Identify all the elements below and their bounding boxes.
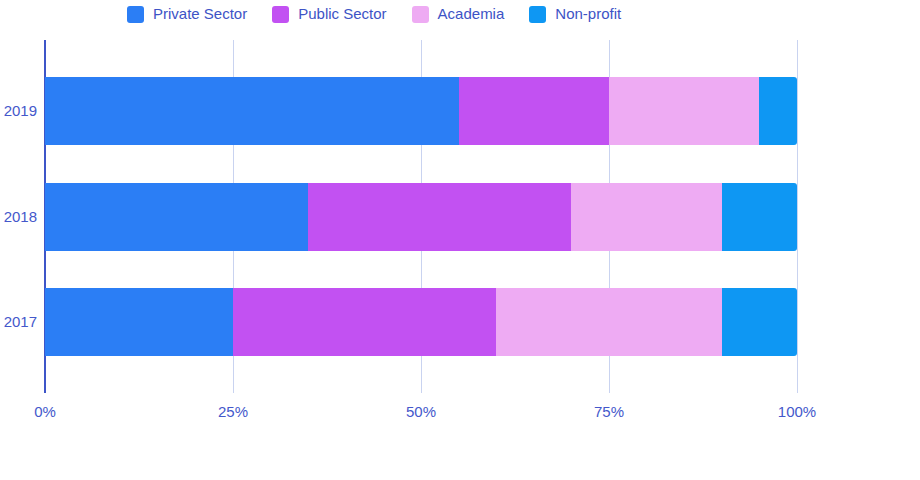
- legend-item-non-profit[interactable]: Non-profit: [529, 5, 621, 23]
- bar-segment-2017-private-sector[interactable]: [45, 288, 233, 356]
- y-tick-label-2017: 2017: [0, 288, 37, 356]
- legend-swatch-non-profit: [529, 6, 546, 23]
- bar-segment-2019-public-sector[interactable]: [459, 77, 609, 145]
- bar-row-2018: 2018: [45, 183, 797, 251]
- legend-swatch-public-sector: [272, 6, 289, 23]
- bar-row-2017: 2017: [45, 288, 797, 356]
- bar-segment-2017-public-sector[interactable]: [233, 288, 496, 356]
- legend-swatch-private-sector: [127, 6, 144, 23]
- plot-area: 201920182017 0%25%50%75%100%: [45, 40, 797, 393]
- legend-item-public-sector[interactable]: Public Sector: [272, 5, 386, 23]
- bar-segment-2018-public-sector[interactable]: [308, 183, 571, 251]
- gridline-100: [797, 40, 798, 393]
- legend-label: Non-profit: [555, 5, 621, 23]
- x-tick-label-100: 100%: [778, 403, 816, 420]
- bar-segment-2017-non-profit[interactable]: [722, 288, 797, 356]
- stacked-bar-chart: Private Sector Public Sector Academia Non-p…: [0, 0, 920, 480]
- bar-segment-2017-academia[interactable]: [496, 288, 722, 356]
- x-tick-label-0: 0%: [34, 403, 56, 420]
- x-tick-label-75: 75%: [594, 403, 624, 420]
- y-tick-label-2018: 2018: [0, 183, 37, 251]
- bar-segment-2019-academia[interactable]: [609, 77, 759, 145]
- bar-segment-2018-non-profit[interactable]: [722, 183, 797, 251]
- y-tick-label-2019: 2019: [0, 77, 37, 145]
- legend-item-academia[interactable]: Academia: [412, 5, 505, 23]
- legend-label: Academia: [438, 5, 505, 23]
- chart-legend: Private Sector Public Sector Academia Non-p…: [127, 4, 621, 24]
- legend-item-private-sector[interactable]: Private Sector: [127, 5, 247, 23]
- bar-segment-2019-non-profit[interactable]: [759, 77, 797, 145]
- bar-row-2019: 2019: [45, 77, 797, 145]
- bar-segment-2018-private-sector[interactable]: [45, 183, 308, 251]
- legend-label: Public Sector: [298, 5, 386, 23]
- bar-segment-2018-academia[interactable]: [571, 183, 721, 251]
- x-tick-label-25: 25%: [218, 403, 248, 420]
- legend-swatch-academia: [412, 6, 429, 23]
- legend-label: Private Sector: [153, 5, 247, 23]
- x-tick-label-50: 50%: [406, 403, 436, 420]
- bar-segment-2019-private-sector[interactable]: [45, 77, 459, 145]
